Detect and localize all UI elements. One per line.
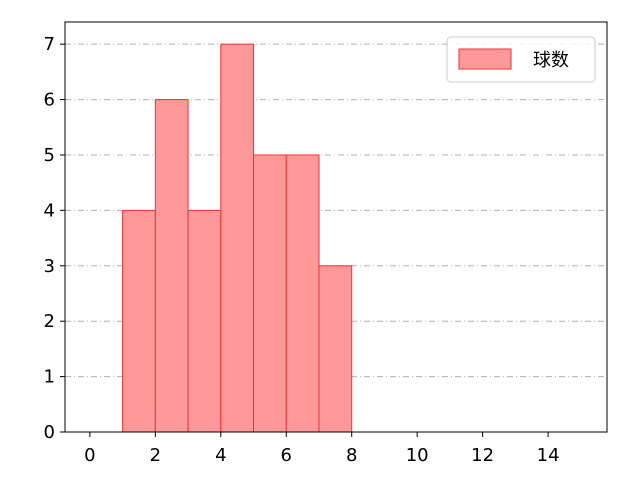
x-tick-label: 12 (471, 445, 494, 466)
x-tick-label: 4 (215, 445, 226, 466)
bar (122, 209, 156, 433)
y-tick-label: 2 (44, 311, 55, 332)
y-tick-label: 4 (44, 200, 55, 221)
bar (318, 265, 353, 433)
y-tick-label: 5 (44, 145, 55, 166)
legend-box (446, 36, 596, 83)
y-tick-label: 7 (44, 34, 55, 55)
x-tick-label: 2 (150, 445, 161, 466)
bar (154, 99, 189, 433)
y-tick-label: 6 (44, 90, 55, 111)
bar (253, 154, 287, 433)
x-tick-label: 6 (281, 445, 292, 466)
x-tick-label: 10 (406, 445, 429, 466)
bar (187, 209, 222, 433)
bar (285, 154, 320, 433)
y-tick-label: 1 (44, 367, 55, 388)
bar (220, 43, 255, 433)
legend-swatch (458, 48, 512, 70)
plot-frame (64, 21, 608, 433)
x-tick-label: 14 (537, 445, 560, 466)
x-tick-label: 8 (346, 445, 357, 466)
y-tick-label: 0 (44, 422, 55, 443)
x-tick-label: 0 (84, 445, 95, 466)
legend-label: 球数 (533, 50, 569, 71)
y-tick-label: 3 (44, 256, 55, 277)
